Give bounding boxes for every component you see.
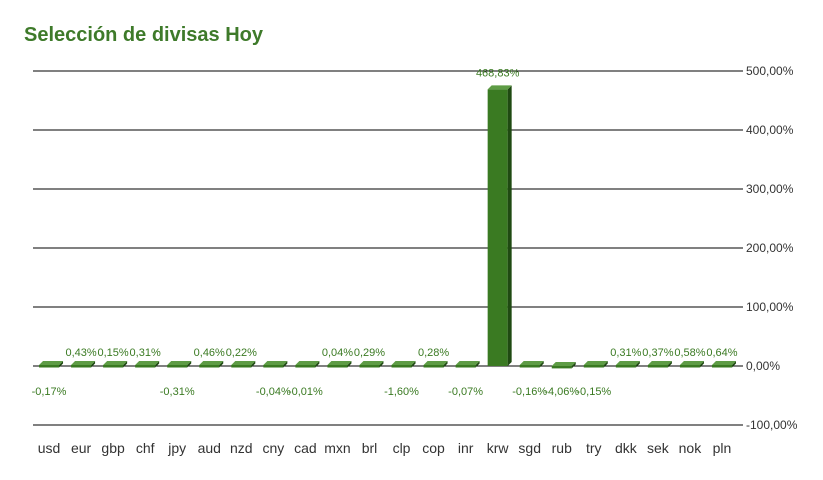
category-label: nok [679, 440, 703, 456]
bar-pln [711, 361, 736, 368]
category-label: brl [362, 440, 378, 456]
data-label: -0,04% [256, 386, 291, 398]
category-label: inr [458, 440, 474, 456]
data-label: 0,31% [130, 347, 161, 359]
x-axis-categories: usd eur gbp chf jpy aud nzd cny cad mxn brl clp cop i… [38, 440, 732, 456]
y-tick-label: 200,00% [746, 241, 794, 255]
bar-mxn [327, 361, 352, 368]
bar-sek [647, 361, 672, 368]
data-label: -0,15% [576, 386, 611, 398]
category-label: pln [713, 440, 732, 456]
bar-cop [423, 361, 448, 368]
data-label: 0,43% [65, 347, 96, 359]
data-label: 468,83% [476, 67, 520, 79]
data-label: 0,04% [322, 347, 353, 359]
data-labels: -0,17%0,43% 0,15% 0,31%-0,31%0,46% 0,22%-0,… [32, 67, 738, 398]
y-tick-label: 500,00% [746, 64, 794, 78]
data-label: 0,46% [194, 347, 225, 359]
data-label: -0,07% [448, 386, 483, 398]
bar-clp [391, 361, 416, 368]
category-label: usd [38, 440, 61, 456]
category-label: chf [136, 440, 155, 456]
bars [39, 85, 736, 369]
category-label: gbp [101, 440, 125, 456]
bar-dkk [615, 361, 640, 368]
data-label: 0,58% [674, 347, 705, 359]
data-label: -0,17% [32, 386, 67, 398]
category-label: clp [393, 440, 411, 456]
bar-jpy [167, 361, 192, 368]
y-tick-label: -100,00% [746, 418, 798, 432]
bar-cad [295, 361, 320, 368]
data-label: 0,15% [98, 347, 129, 359]
category-label: jpy [167, 440, 186, 456]
y-tick-label: 100,00% [746, 300, 794, 314]
category-label: aud [198, 440, 221, 456]
category-label: krw [487, 440, 510, 456]
data-label: -1,60% [384, 386, 419, 398]
bar-rub [551, 362, 576, 369]
category-label: eur [71, 440, 92, 456]
bar-chf [135, 361, 160, 368]
bar-nzd [231, 361, 256, 368]
category-label: cad [294, 440, 317, 456]
category-label: cop [422, 440, 445, 456]
data-label: 0,29% [354, 347, 385, 359]
data-label: -0,31% [160, 386, 195, 398]
bar-krw [487, 85, 512, 367]
data-label: 0,64% [706, 347, 737, 359]
bar-cny [263, 361, 288, 368]
category-label: cny [262, 440, 284, 456]
bar-try [583, 361, 608, 368]
y-tick-label: 300,00% [746, 182, 794, 196]
category-label: try [586, 440, 602, 456]
data-label: -4,06% [544, 386, 579, 398]
data-label: -0,16% [512, 386, 547, 398]
gridlines [33, 70, 743, 426]
bar-usd [39, 361, 64, 368]
category-label: sek [647, 440, 670, 456]
bar-gbp [103, 361, 128, 368]
y-axis-ticks: 500,00% 400,00% 300,00% 200,00% 100,00% 0,00%… [746, 64, 798, 432]
data-label: -0,01% [288, 386, 323, 398]
y-tick-label: 400,00% [746, 123, 794, 137]
bar-brl [359, 361, 384, 368]
category-label: mxn [324, 440, 350, 456]
data-label: 0,22% [226, 347, 257, 359]
chart-title: Selección de divisas Hoy [24, 24, 263, 46]
data-label: 0,31% [610, 347, 641, 359]
data-label: 0,28% [418, 347, 449, 359]
category-label: sgd [518, 440, 541, 456]
category-label: rub [552, 440, 572, 456]
bar-aud [199, 361, 224, 368]
bar-sgd [519, 361, 544, 368]
data-label: 0,37% [642, 347, 673, 359]
category-label: dkk [615, 440, 638, 456]
y-tick-label: 0,00% [746, 359, 780, 373]
bar-nok [679, 361, 704, 368]
bar-eur [71, 361, 96, 368]
bar-inr [455, 361, 480, 368]
category-label: nzd [230, 440, 253, 456]
